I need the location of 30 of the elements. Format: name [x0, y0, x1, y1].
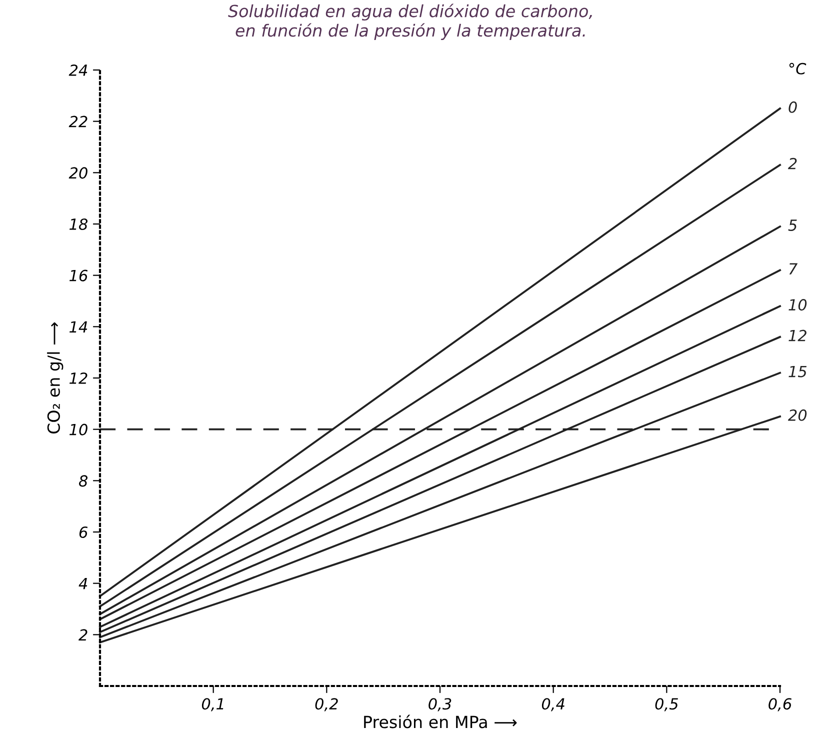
- y-tick-label: 14: [70, 321, 88, 332]
- x-tick-label: 0,2: [315, 698, 338, 712]
- x-tick-label: 0,6: [768, 698, 792, 712]
- series-label: 0: [788, 101, 797, 113]
- y-tick-label: 12: [70, 372, 88, 384]
- y-tick-label: 10: [70, 424, 88, 436]
- series-label: 20: [788, 409, 807, 421]
- series-label: 10: [788, 299, 807, 311]
- x-tick-label: 0,1: [202, 698, 224, 712]
- series-label: 7: [789, 263, 798, 274]
- x-tick-label: 0,5: [655, 698, 678, 712]
- chart-title: Solubilidad en agua del dióxido de carbono, en función de la presión y la temperatura.: [228, 4, 592, 40]
- series-label: 15: [788, 366, 807, 378]
- y-tick-label: 6: [79, 526, 88, 538]
- y-axis-title: CO₂ en g/l ⟶: [47, 322, 64, 434]
- series-label: 5: [788, 220, 797, 231]
- y-tick-label: 16: [70, 270, 88, 282]
- y-tick-label: 22: [68, 116, 88, 128]
- series-label: 2: [788, 158, 797, 170]
- legend-title: °C: [789, 62, 806, 74]
- y-tick-label: 18: [70, 218, 88, 230]
- y-tick-label: 8: [78, 475, 88, 487]
- x-tick-label: 0,4: [542, 698, 564, 712]
- y-tick-label: 20: [68, 167, 88, 179]
- y-tick-label: 24: [68, 64, 88, 76]
- y-tick-label: 4: [78, 578, 88, 590]
- series-label: 12: [788, 330, 806, 342]
- y-tick-label: 2: [78, 629, 88, 640]
- x-tick-label: 0,3: [428, 698, 452, 712]
- x-axis-title: Presión en MPa ⟶: [364, 714, 517, 728]
